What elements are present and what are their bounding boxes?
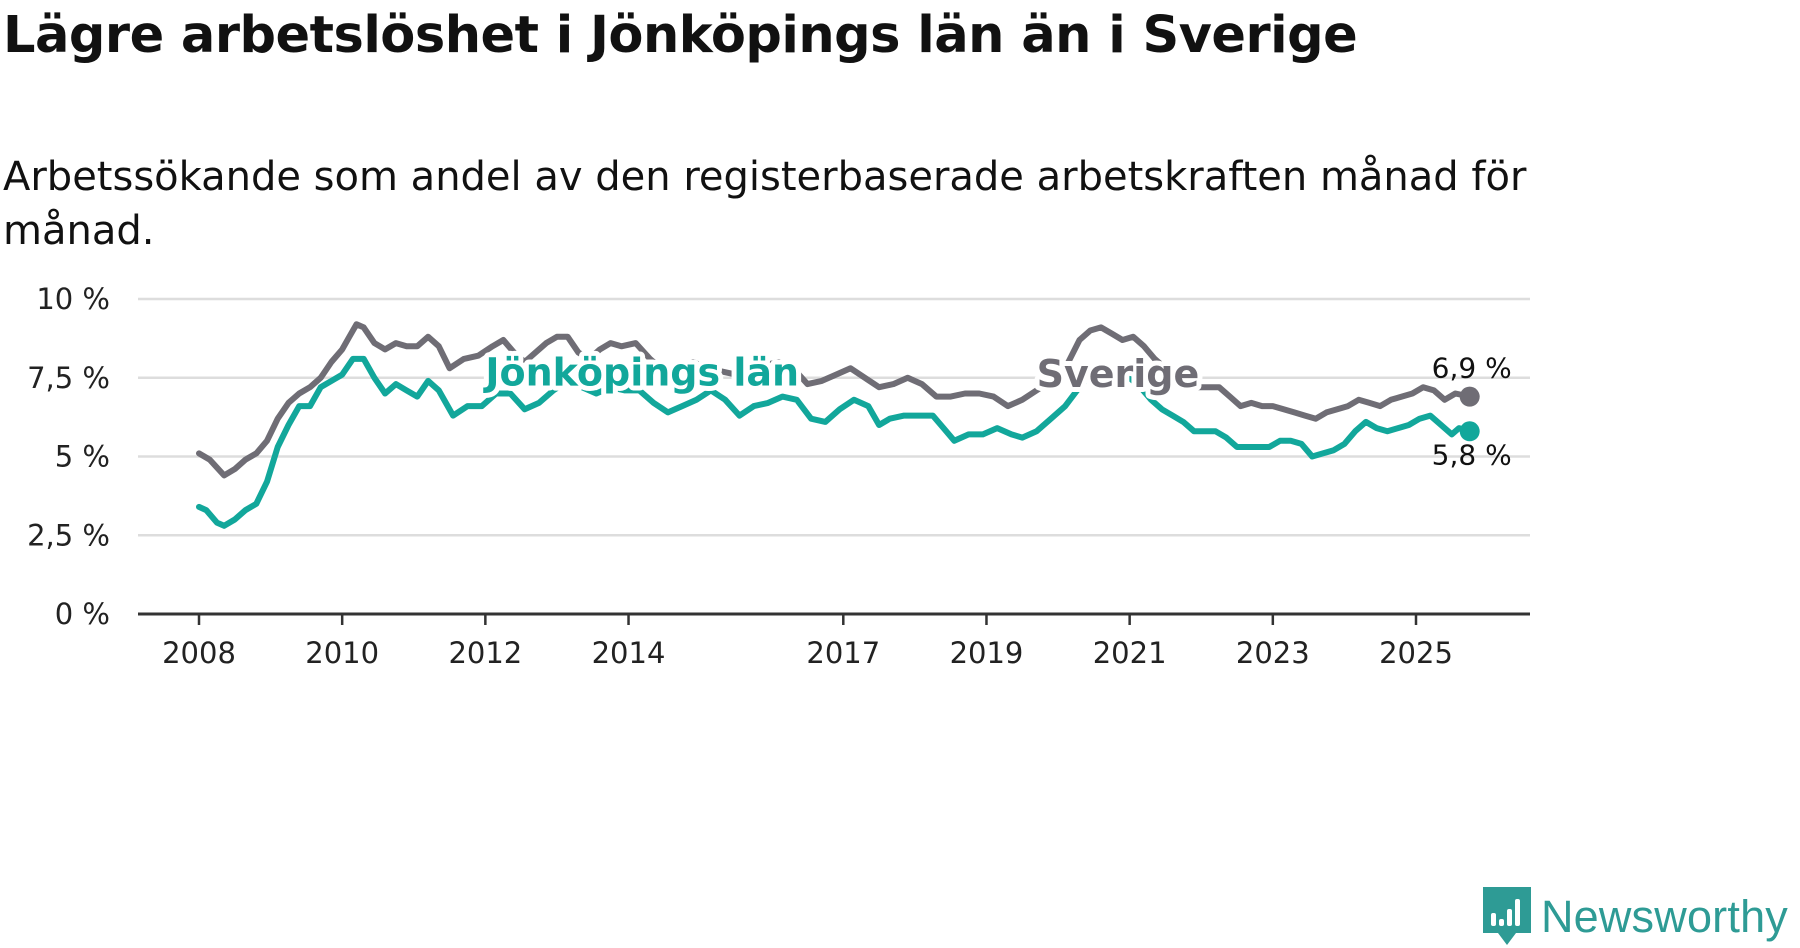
newsworthy-logo[interactable]: Newsworthy bbox=[1482, 887, 1788, 947]
x-tick-label: 2025 bbox=[1379, 636, 1453, 670]
x-axis-tick-labels: 2008 2010 2012 2014 2017 2019 2021 2023 2025 bbox=[162, 614, 1453, 670]
y-axis-tick-labels: 0 % 2,5 % 5 % 7,5 % 10 % bbox=[27, 282, 110, 631]
x-tick-label: 2012 bbox=[448, 636, 522, 670]
y-tick-label: 0 % bbox=[55, 597, 110, 631]
y-tick-label: 10 % bbox=[36, 282, 110, 316]
chart-subtitle: Arbetssökande som andel av den registerb… bbox=[3, 154, 1527, 254]
end-markers: 6,9 % 5,8 % bbox=[1432, 352, 1512, 472]
x-tick-label: 2019 bbox=[950, 636, 1024, 670]
x-tick-label: 2017 bbox=[806, 636, 880, 670]
x-tick-label: 2023 bbox=[1236, 636, 1310, 670]
y-tick-label: 5 % bbox=[55, 440, 110, 474]
y-tick-label: 7,5 % bbox=[27, 361, 110, 395]
x-tick-label: 2014 bbox=[592, 636, 666, 670]
end-point-1 bbox=[1459, 421, 1480, 442]
series-label-1: Jönköpings län bbox=[482, 351, 799, 395]
end-value-label-1: 5,8 % bbox=[1432, 438, 1512, 471]
series-labels: Sverige Jönköpings län bbox=[477, 346, 1204, 402]
x-tick-label: 2008 bbox=[162, 636, 236, 670]
chart-title: Lägre arbetslöshet i Jönköpings län än i… bbox=[3, 6, 1358, 65]
end-point-0 bbox=[1459, 386, 1480, 407]
end-value-label-0: 6,9 % bbox=[1432, 352, 1512, 385]
series-line-0 bbox=[196, 321, 1473, 479]
x-tick-label: 2021 bbox=[1093, 636, 1167, 670]
brand-name: Newsworthy bbox=[1540, 891, 1788, 942]
y-tick-label: 2,5 % bbox=[27, 518, 110, 552]
x-tick-label: 2010 bbox=[305, 636, 379, 670]
series-line-1 bbox=[196, 355, 1473, 529]
grid-lines bbox=[138, 297, 1530, 616]
bar-chart-icon bbox=[1482, 887, 1531, 945]
series-label-0: Sverige bbox=[1037, 352, 1200, 396]
series-lines bbox=[196, 321, 1473, 529]
